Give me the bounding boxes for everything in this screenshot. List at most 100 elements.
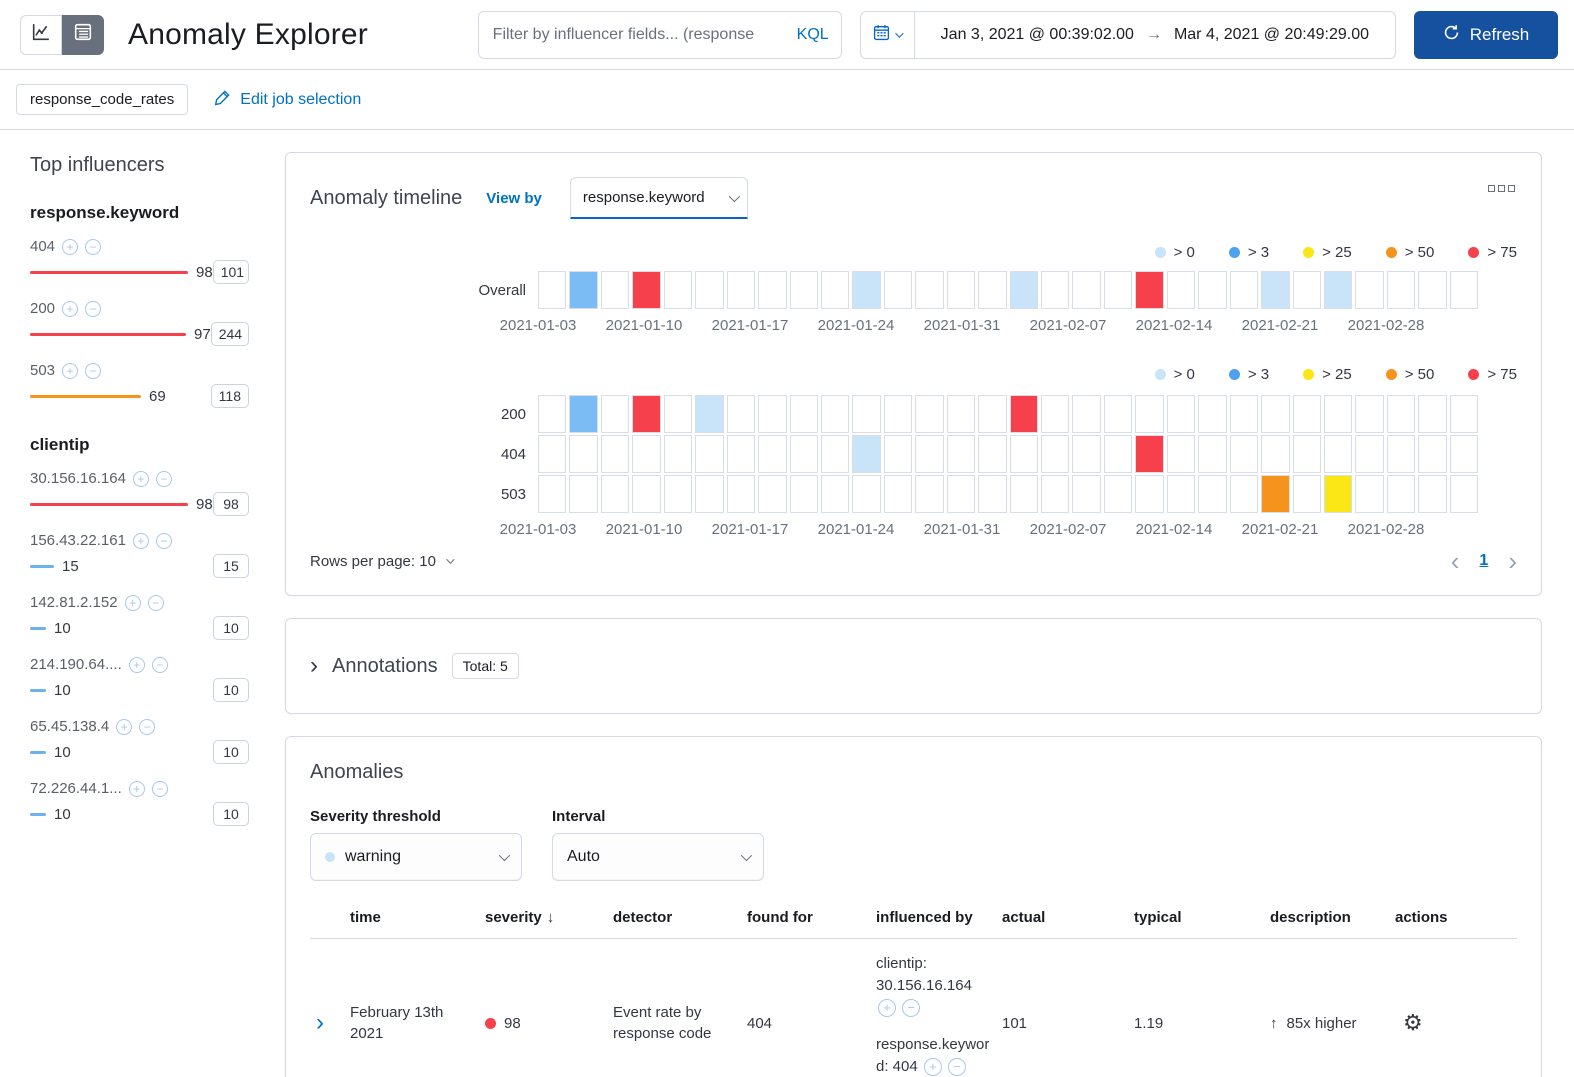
swimlane-cell[interactable] bbox=[538, 475, 567, 513]
swimlane-cell[interactable] bbox=[1072, 395, 1101, 433]
swimlane-cell[interactable] bbox=[1041, 271, 1070, 309]
column-header-description[interactable]: description bbox=[1270, 909, 1351, 926]
swimlane-cell[interactable] bbox=[632, 435, 661, 473]
severity-threshold-select[interactable]: warning bbox=[310, 833, 522, 881]
swimlane-cell[interactable] bbox=[569, 395, 598, 433]
swimlane-cell[interactable] bbox=[1355, 271, 1384, 309]
swimlane-cell[interactable] bbox=[1292, 395, 1321, 433]
swimlane-cell[interactable] bbox=[1166, 395, 1196, 433]
swimlane-cell[interactable] bbox=[1009, 435, 1038, 473]
swimlane-cell[interactable] bbox=[1386, 271, 1416, 309]
swimlane-cell[interactable] bbox=[1198, 475, 1227, 513]
filter-input[interactable] bbox=[478, 25, 793, 44]
swimlane-cell[interactable] bbox=[789, 395, 818, 433]
swimlane-cell[interactable] bbox=[1229, 395, 1259, 433]
swimlane-cell[interactable] bbox=[820, 395, 850, 433]
swimlane-cell[interactable] bbox=[663, 395, 693, 433]
swimlane-cell[interactable] bbox=[1135, 475, 1164, 513]
add-filter-icon[interactable]: + bbox=[124, 594, 141, 611]
swimlane-cell[interactable] bbox=[915, 395, 944, 433]
expand-row-icon[interactable]: › bbox=[316, 1009, 324, 1037]
swimlane-cell[interactable] bbox=[946, 271, 976, 309]
swimlane-cell[interactable] bbox=[663, 435, 693, 473]
single-metric-viewer-button[interactable] bbox=[20, 14, 62, 55]
swimlane-cell[interactable] bbox=[852, 435, 881, 473]
column-header-detector[interactable]: detector bbox=[613, 909, 673, 926]
swimlane-cell[interactable] bbox=[978, 271, 1007, 309]
swimlane-cell[interactable] bbox=[1355, 435, 1384, 473]
add-filter-icon[interactable]: + bbox=[62, 238, 79, 255]
swimlane-cell[interactable] bbox=[978, 475, 1007, 513]
swimlane-cell[interactable] bbox=[1323, 475, 1353, 513]
anomaly-explorer-button[interactable] bbox=[62, 14, 104, 55]
remove-filter-icon[interactable]: − bbox=[151, 780, 168, 797]
add-filter-icon[interactable]: + bbox=[62, 300, 79, 317]
swimlane-cell[interactable] bbox=[1198, 271, 1227, 309]
panel-options-icon[interactable] bbox=[1488, 185, 1515, 192]
swimlane-cell[interactable] bbox=[1418, 475, 1447, 513]
start-date[interactable]: Jan 3, 2021 @ 00:39:02.00 bbox=[940, 25, 1134, 43]
add-filter-icon[interactable]: + bbox=[132, 532, 149, 549]
swimlane-cell[interactable] bbox=[789, 475, 818, 513]
swimlane-cell[interactable] bbox=[789, 271, 818, 309]
swimlane-cell[interactable] bbox=[1041, 435, 1070, 473]
swimlane-cell[interactable] bbox=[1229, 475, 1259, 513]
swimlane-cell[interactable] bbox=[946, 475, 976, 513]
remove-filter-icon[interactable]: − bbox=[139, 718, 156, 735]
swimlane-cell[interactable] bbox=[852, 395, 881, 433]
end-date[interactable]: Mar 4, 2021 @ 20:49:29.00 bbox=[1173, 25, 1369, 43]
swimlane-cell[interactable] bbox=[663, 475, 693, 513]
swimlane-cell[interactable] bbox=[726, 435, 756, 473]
swimlane-cell[interactable] bbox=[1355, 475, 1384, 513]
remove-filter-icon[interactable]: − bbox=[947, 1058, 966, 1076]
swimlane-cell[interactable] bbox=[820, 435, 850, 473]
swimlane-cell[interactable] bbox=[695, 271, 724, 309]
swimlane-cell[interactable] bbox=[852, 271, 881, 309]
swimlane-cell[interactable] bbox=[978, 435, 1007, 473]
add-filter-icon[interactable]: + bbox=[116, 718, 133, 735]
previous-page-icon[interactable]: ‹ bbox=[1450, 546, 1460, 576]
swimlane-cell[interactable] bbox=[663, 271, 693, 309]
swimlane-cell[interactable] bbox=[883, 475, 913, 513]
swimlane-cell[interactable] bbox=[600, 475, 630, 513]
column-header-actions[interactable]: actions bbox=[1395, 909, 1448, 926]
swimlane-cell[interactable] bbox=[1386, 435, 1416, 473]
kql-button[interactable]: KQL bbox=[796, 25, 829, 43]
swimlane-cell[interactable] bbox=[758, 475, 787, 513]
swimlane-cell[interactable] bbox=[1418, 395, 1447, 433]
swimlane-cell[interactable] bbox=[1449, 395, 1479, 433]
column-header-found-for[interactable]: found for bbox=[747, 909, 813, 926]
swimlane-cell[interactable] bbox=[538, 435, 567, 473]
swimlane-cell[interactable] bbox=[758, 395, 787, 433]
next-page-icon[interactable]: › bbox=[1508, 546, 1517, 576]
remove-filter-icon[interactable]: − bbox=[85, 300, 102, 317]
swimlane-cell[interactable] bbox=[758, 435, 787, 473]
swimlane-cell[interactable] bbox=[946, 435, 976, 473]
column-header-severity[interactable]: severity ↓ bbox=[485, 909, 555, 926]
swimlane-cell[interactable] bbox=[758, 271, 787, 309]
swimlane-cell[interactable] bbox=[1261, 271, 1290, 309]
swimlane-cell[interactable] bbox=[1072, 475, 1101, 513]
swimlane-cell[interactable] bbox=[1386, 475, 1416, 513]
swimlane-cell[interactable] bbox=[1009, 395, 1038, 433]
swimlane-cell[interactable] bbox=[1449, 271, 1479, 309]
swimlane-cell[interactable] bbox=[1103, 435, 1133, 473]
date-range[interactable]: Jan 3, 2021 @ 00:39:02.00 → Mar 4, 2021 … bbox=[915, 26, 1395, 44]
swimlane-cell[interactable] bbox=[1229, 271, 1259, 309]
swimlane-cell[interactable] bbox=[632, 271, 661, 309]
swimlane-cell[interactable] bbox=[1072, 435, 1101, 473]
swimlane-cell[interactable] bbox=[1261, 395, 1290, 433]
swimlane-cell[interactable] bbox=[946, 395, 976, 433]
swimlane-cell[interactable] bbox=[1009, 271, 1038, 309]
swimlane-cell[interactable] bbox=[569, 435, 598, 473]
swimlane-cell[interactable] bbox=[695, 435, 724, 473]
column-header-typical[interactable]: typical bbox=[1134, 909, 1182, 926]
add-filter-icon[interactable]: + bbox=[62, 362, 79, 379]
swimlane-cell[interactable] bbox=[978, 395, 1007, 433]
swimlane-cell[interactable] bbox=[726, 271, 756, 309]
interval-select[interactable]: Auto bbox=[552, 833, 764, 881]
swimlane-cell[interactable] bbox=[1418, 271, 1447, 309]
remove-filter-icon[interactable]: − bbox=[155, 470, 172, 487]
swimlane-cell[interactable] bbox=[915, 271, 944, 309]
swimlane-cell[interactable] bbox=[1135, 435, 1164, 473]
